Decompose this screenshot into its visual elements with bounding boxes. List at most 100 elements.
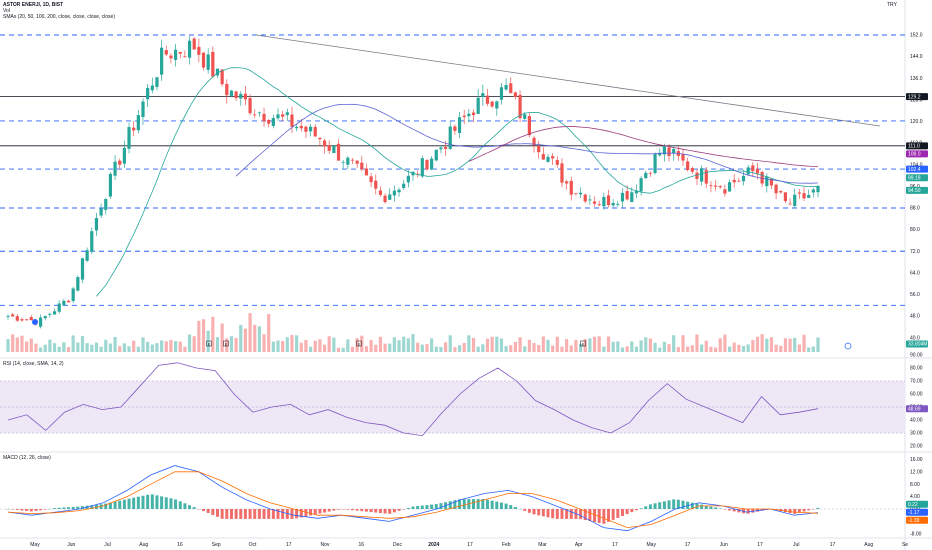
macd-value-box <box>906 516 928 524</box>
price-tick-label: 88.0 <box>910 206 920 212</box>
macd-histogram-bar <box>192 507 196 509</box>
candle-body <box>173 49 178 60</box>
macd-histogram-bar <box>234 509 238 519</box>
candle-body <box>499 87 504 100</box>
volume-bar <box>155 343 159 352</box>
candle-body <box>383 195 387 203</box>
time-tick-label: 17 <box>685 542 691 548</box>
candle-body <box>681 153 685 161</box>
sma-50-line <box>235 103 819 184</box>
macd-histogram-bar <box>704 505 708 509</box>
volume-bar <box>713 347 718 352</box>
candle-body <box>169 55 173 59</box>
macd-histogram-bar <box>504 503 508 509</box>
macd-histogram-bar <box>62 507 66 509</box>
rsi-tick-label: 20.00 <box>910 444 923 450</box>
macd-histogram-bar <box>523 509 527 511</box>
axes: 40.048.056.064.072.080.088.096.0104.0112… <box>30 33 922 548</box>
volume-bar <box>248 313 252 352</box>
rsi-tick-label: 30.00 <box>910 431 923 437</box>
volume-bar <box>662 341 666 352</box>
candle-body <box>257 112 261 114</box>
macd-histogram-bar <box>430 504 434 509</box>
volume-bar <box>537 344 541 352</box>
volume-bar <box>243 328 248 352</box>
macd-histogram-bar <box>537 509 541 516</box>
price-tick-label: 128.0 <box>910 97 923 103</box>
macd-histogram-bar <box>285 509 289 519</box>
macd-histogram-bar <box>802 509 806 512</box>
candle-body <box>225 84 229 96</box>
time-tick-label: Sep <box>212 542 221 548</box>
volume-bar <box>700 344 704 352</box>
candle-body <box>397 189 401 193</box>
volume-bar <box>527 339 531 352</box>
volume-bar <box>788 338 792 352</box>
macd-histogram-bar <box>43 509 47 510</box>
candle-body <box>66 300 71 303</box>
macd-histogram-bar <box>346 509 350 510</box>
volume-bar <box>811 346 815 352</box>
volume-bar <box>304 339 308 352</box>
time-tick-label: 17 <box>467 542 473 548</box>
volume-bar <box>695 334 699 352</box>
volume-bar <box>262 334 266 352</box>
price-tick-label: 80.0 <box>910 227 920 233</box>
candle-body <box>811 189 815 193</box>
candle-body <box>234 91 238 99</box>
candle-body <box>560 163 564 183</box>
volume-bar <box>518 337 522 352</box>
candle-body <box>308 126 313 132</box>
candle-body <box>639 178 643 192</box>
volume-bar <box>453 347 457 352</box>
time-tick-label: 17 <box>830 542 836 548</box>
candle-body <box>695 172 699 179</box>
candle-body <box>215 68 220 76</box>
volume-bar <box>597 336 601 352</box>
candle-body <box>783 192 788 202</box>
macd-histogram-bar <box>476 499 480 509</box>
candle-body <box>523 114 527 119</box>
volume-bar <box>146 341 150 352</box>
descending-trendline <box>255 34 881 127</box>
price-label-box <box>906 340 928 348</box>
price-label-text: 129.2 <box>908 94 921 100</box>
macd-histogram-bar <box>607 509 611 522</box>
candle-body <box>467 113 471 117</box>
horizontal-levels <box>0 34 905 306</box>
macd-histogram-bar <box>620 509 624 517</box>
sma-label: SMAs (20, 50, 100, 200, close, close, cl… <box>3 14 115 20</box>
rsi-value-text: 48.69 <box>908 406 921 412</box>
macd-histogram-bar <box>579 509 583 520</box>
macd-histogram-bar <box>369 509 373 513</box>
macd-histogram-bar <box>225 509 229 519</box>
price-tick-label: 152.0 <box>910 33 923 39</box>
macd-histogram-bar <box>728 509 732 511</box>
volume-bar <box>611 341 615 352</box>
macd-histogram-bar <box>653 503 657 509</box>
macd-tick-label: 8.00 <box>910 482 920 488</box>
macd-histogram-bar <box>406 507 410 509</box>
volume-bar <box>90 344 94 352</box>
candle-body <box>760 172 764 184</box>
macd-histogram-bar <box>499 502 503 509</box>
candle-body <box>197 46 201 55</box>
volume-bar <box>336 347 341 352</box>
candle-body <box>471 112 476 116</box>
time-tick-label: Aug <box>139 542 148 548</box>
volume-bar <box>523 346 527 352</box>
volume-bar <box>783 338 788 352</box>
time-tick-label: Mar <box>538 542 547 548</box>
macd-histogram-bar <box>495 501 499 509</box>
candle-body <box>420 158 424 177</box>
price-label-text: 111.0 <box>908 144 920 150</box>
candle-body <box>332 145 336 154</box>
volume-bar <box>532 343 536 352</box>
macd-histogram-bar <box>634 509 638 511</box>
macd-histogram-bar <box>243 509 247 519</box>
volume-bar <box>295 335 299 352</box>
macd-histogram-bar <box>751 509 755 513</box>
time-tick-label: 2024 <box>428 542 439 548</box>
candle-body <box>374 180 378 189</box>
candle-body <box>793 194 797 206</box>
